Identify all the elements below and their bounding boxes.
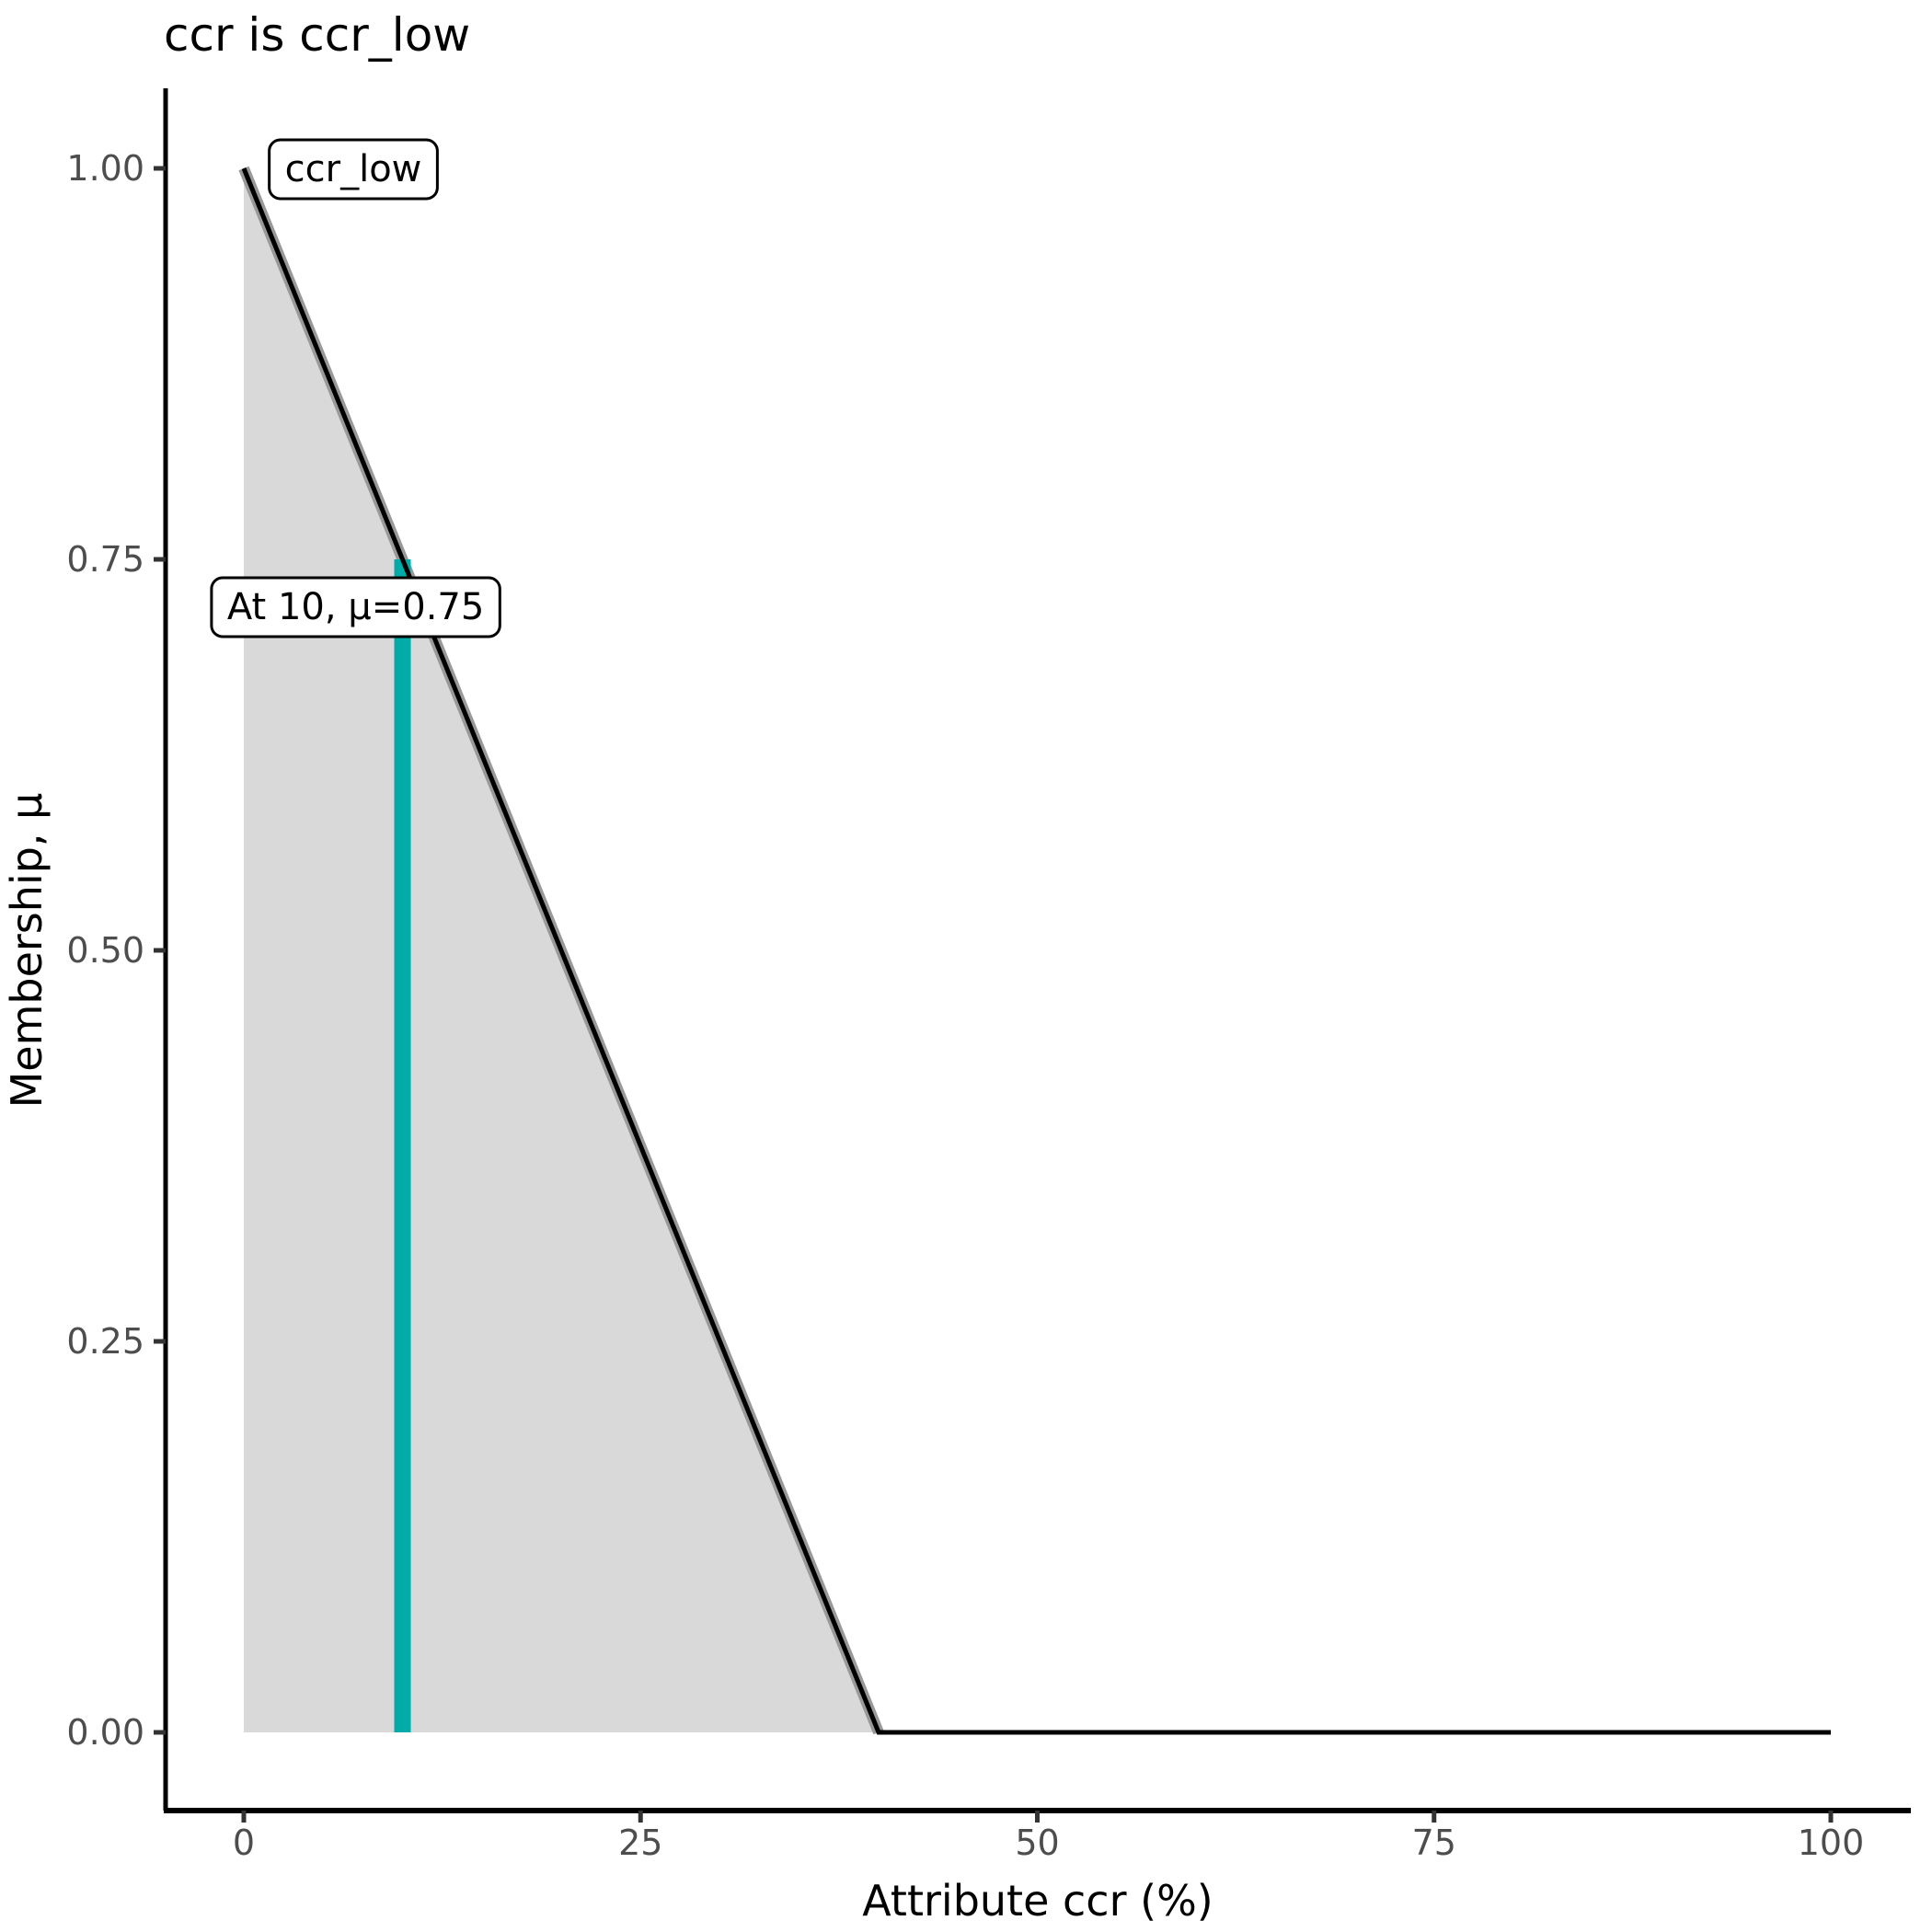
y-tick-label: 0.50	[66, 930, 144, 971]
annotation-box	[268, 138, 439, 201]
x-tick-label: 100	[1798, 1823, 1865, 1863]
x-tick-label: 75	[1412, 1823, 1456, 1863]
y-axis-title: Membership, μ	[2, 793, 52, 1109]
annotation-label: At 10, μ=0.75	[210, 576, 501, 638]
y-tick-label: 0.25	[66, 1321, 144, 1362]
y-axis-ticks: 0.00 0.25 0.50 0.75 1.00	[66, 148, 166, 1753]
y-tick-label: 0.00	[66, 1712, 144, 1753]
x-axis-title: Attribute ccr (%)	[862, 1876, 1213, 1926]
x-axis-ticks: 0 25 50 75 100	[233, 1811, 1864, 1863]
annotation-box	[210, 576, 501, 638]
membership-area-fill	[244, 168, 1831, 1732]
x-tick-label: 50	[1015, 1823, 1059, 1863]
x-tick-label: 0	[233, 1823, 255, 1863]
annotation-label: ccr_low	[268, 138, 439, 201]
chart-title: ccr is ccr_low	[164, 8, 470, 62]
membership-function-line	[241, 167, 1831, 1735]
x-tick-label: 25	[618, 1823, 662, 1863]
annotation-labels: ccr_low At 10, μ=0.75	[210, 138, 501, 638]
y-tick-label: 1.00	[66, 148, 144, 189]
annotation-text: ccr_low	[285, 148, 422, 190]
y-tick-label: 0.75	[66, 539, 144, 580]
annotation-text: At 10, μ=0.75	[227, 586, 484, 628]
